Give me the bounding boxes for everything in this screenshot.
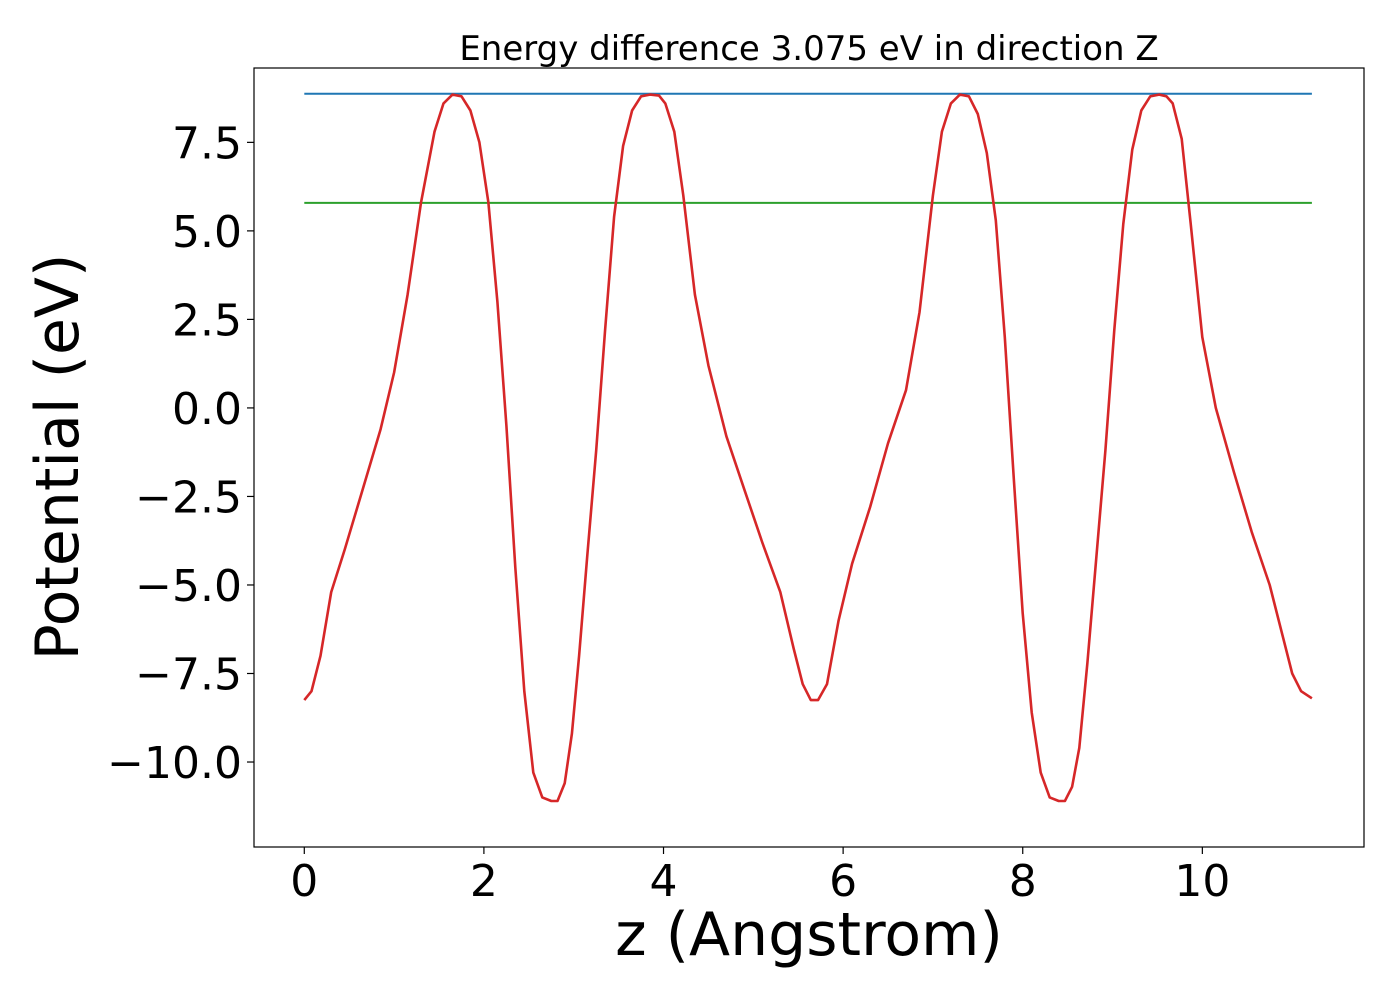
- y-tick-label: 5.0: [172, 207, 242, 258]
- y-tick-label: −5.0: [135, 561, 242, 612]
- series-line-3: [303, 93, 1313, 803]
- y-axis-ticks: −10.0 −7.5 −5.0 −2.5 0.0 2.5 5.0 7.5: [107, 118, 254, 789]
- x-axis-label: z (Angstrom): [615, 900, 1003, 970]
- plot-area: [254, 68, 1364, 847]
- x-tick-label: 0: [290, 856, 318, 907]
- y-tick-label: −7.5: [135, 649, 242, 700]
- plot-frame: [253, 67, 1365, 848]
- y-tick-label: −10.0: [107, 738, 242, 789]
- series-layer: [303, 92, 1313, 803]
- y-tick-label: 0.0: [172, 384, 242, 435]
- y-tick-label: 2.5: [172, 295, 242, 346]
- x-tick-label: 4: [650, 856, 678, 907]
- x-tick-label: 6: [829, 856, 857, 907]
- y-tick-label: −2.5: [135, 472, 242, 523]
- x-tick-label: 10: [1174, 856, 1230, 907]
- x-tick-label: 2: [470, 856, 498, 907]
- x-tick-label: 8: [1009, 856, 1037, 907]
- chart-title: Energy difference 3.075 eV in direction …: [459, 29, 1158, 69]
- y-tick-label: 7.5: [172, 118, 242, 169]
- x-axis-ticks: 0 2 4 6 8 10: [290, 847, 1230, 907]
- y-axis-label: Potential (eV): [23, 254, 93, 661]
